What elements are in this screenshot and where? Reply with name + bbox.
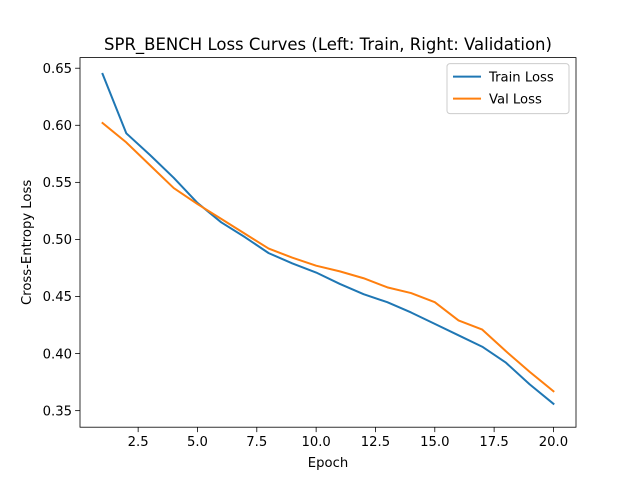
x-tick-label: 20.0 [539,435,568,450]
y-tick-label: 0.40 [43,347,72,362]
x-tick-label: 5.0 [187,435,208,450]
legend-label-train-loss: Train Loss [488,70,554,85]
x-tick-label: 10.0 [301,435,330,450]
chart-title: SPR_BENCH Loss Curves (Left: Train, Righ… [104,35,552,55]
x-tick-label: 12.5 [361,435,390,450]
y-tick-label: 0.65 [43,62,72,77]
x-tick-label: 2.5 [128,435,149,450]
x-tick-label: 17.5 [479,435,508,450]
x-axis-label: Epoch [308,456,348,471]
legend: Train Loss Val Loss [447,64,569,114]
y-tick-label: 0.35 [43,404,72,419]
y-tick-label: 0.60 [43,119,72,134]
y-tick-label: 0.55 [43,176,72,191]
y-tick-label: 0.50 [43,233,72,248]
y-tick-label: 0.45 [43,290,72,305]
legend-label-val-loss: Val Loss [489,92,542,107]
x-tick-label: 15.0 [420,435,449,450]
y-axis-label: Cross-Entropy Loss [20,180,35,305]
x-tick-label: 7.5 [246,435,267,450]
